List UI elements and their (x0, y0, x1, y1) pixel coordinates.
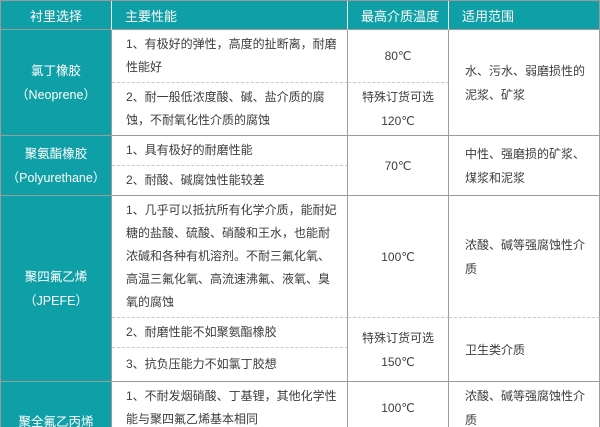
range-cell: 卫生类介质 (449, 318, 600, 382)
range-cell: 浓酸、碱等强腐蚀性介质 (449, 196, 600, 318)
material-name-cell-ptfe: 聚四氟乙烯 （JPEFE） (1, 196, 112, 382)
temperature-note: 特殊订货可选 (361, 90, 434, 104)
table-row: 3、抗负压能力不如氯丁胶想 (1, 348, 600, 382)
material-name-cell-polyurethane: 聚氨酯橡胶 （Polyurethane） (1, 136, 112, 196)
performance-cell: 1、有极好的弹性，高度的扯断离，耐磨性能好 (112, 30, 348, 83)
temperature-cell: 100℃ (348, 196, 449, 318)
material-alias: （JPEFE） (24, 293, 88, 308)
temperature-cell: 80℃ (348, 30, 449, 83)
performance-cell: 2、耐酸、碱腐蚀性能较差 (112, 166, 348, 196)
material-name: 氯丁橡胶 (30, 63, 81, 78)
temperature-note: 特殊订货可选 (361, 330, 434, 345)
table-row: 2、耐一般低浓度酸、碱、盐介质的腐蚀，不耐氧化性介质的腐蚀 特殊订货可选 120… (1, 83, 600, 136)
range-cell: 浓酸、碱等强腐蚀性介质 (449, 382, 600, 427)
table-row: 聚氨酯橡胶 （Polyurethane） 1、具有极好的耐磨性能 70℃ 中性、… (1, 136, 600, 196)
material-name-cell-neoprene: 氯丁橡胶 （Neoprene） (1, 30, 112, 136)
performance-cell: 2、耐一般低浓度酸、碱、盐介质的腐蚀，不耐氧化性介质的腐蚀 (112, 83, 348, 136)
table-row: 聚四氟乙烯 （JPEFE） 1、几乎可以抵抗所有化学介质，能耐妃糖的盐酸、硫酸、… (1, 196, 600, 382)
performance-cell: 3、抗负压能力不如氯丁胶想 (112, 348, 348, 382)
performance-cell: 1、几乎可以抵抗所有化学介质，能耐妃糖的盐酸、硫酸、硝酸和王水，也能耐浓碱和各种… (112, 196, 348, 318)
performance-cell: 2、耐磨性能不如聚氨酯橡胶 (112, 318, 348, 348)
temperature-cell: 100℃ (348, 382, 449, 427)
material-name: 聚氨酯橡胶 (24, 146, 88, 161)
table-row: 2、耐酸、碱腐蚀性能较差 (1, 166, 600, 196)
header-max-medium-temperature: 最高介质温度 (348, 1, 449, 30)
header-applicable-range: 适用范围 (449, 1, 600, 30)
performance-cell: 1、不耐发烟硝酸、丁基锂，其他化学性能与聚四氟乙烯基本相同 (112, 382, 348, 427)
table-header-row: 衬里选择 主要性能 最高介质温度 适用范围 (1, 1, 600, 30)
range-cell: 水、污水、弱磨损性的泥浆、矿浆 (449, 30, 600, 136)
table-row: 氯丁橡胶 （Neoprene） 1、有极好的弹性，高度的扯断离，耐磨性能好 80… (1, 30, 600, 136)
material-alias: （Polyurethane） (6, 170, 106, 185)
temperature-value: 150℃ (381, 354, 415, 369)
header-main-performance: 主要性能 (112, 1, 348, 30)
material-name: 聚全氟乙丙烯 (18, 414, 94, 427)
header-lining-selection: 衬里选择 (1, 1, 112, 30)
temperature-cell: 特殊订货可选 150℃ (348, 318, 449, 382)
material-alias: （Neoprene） (16, 87, 96, 102)
table-row: 聚全氟乙丙烯 （F46） 1、不耐发烟硝酸、丁基锂，其他化学性能与聚四氟乙烯基本… (1, 382, 600, 427)
temperature-value: 120℃ (381, 114, 415, 128)
range-cell: 中性、强磨损的矿浆、煤浆和泥浆 (449, 136, 600, 196)
table-row: 2、耐磨性能不如聚氨酯橡胶 特殊订货可选 150℃ 卫生类介质 (1, 318, 600, 382)
temperature-cell: 特殊订货可选 120℃ (348, 83, 449, 136)
temperature-cell: 70℃ (348, 136, 449, 196)
material-name-cell-f46: 聚全氟乙丙烯 （F46） (1, 382, 112, 427)
material-name: 聚四氟乙烯 (24, 269, 88, 284)
performance-cell: 1、具有极好的耐磨性能 (112, 136, 348, 166)
